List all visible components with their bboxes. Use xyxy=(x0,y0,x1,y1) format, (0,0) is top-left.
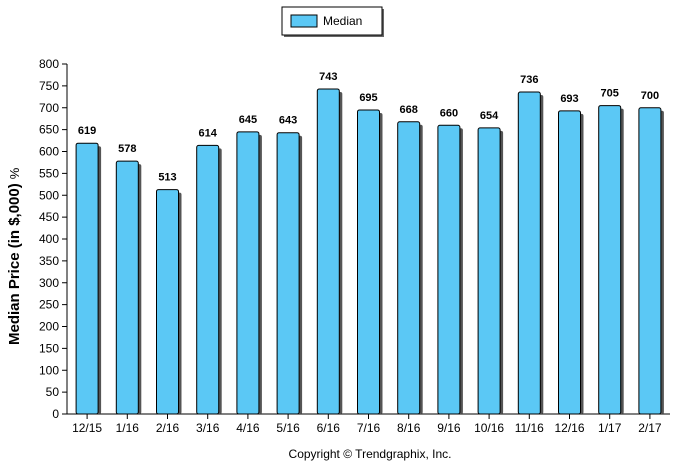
bar-value-label: 654 xyxy=(480,110,499,122)
y-tick-label: 500 xyxy=(39,188,59,202)
y-tick-label: 350 xyxy=(39,254,59,268)
y-tick-label: 450 xyxy=(39,210,59,224)
x-tick-label: 1/16 xyxy=(116,421,140,435)
x-tick-label: 10/16 xyxy=(474,421,504,435)
y-tick-label: 100 xyxy=(39,363,59,377)
x-tick-label: 7/16 xyxy=(357,421,381,435)
copyright-text: Copyright © Trendgraphix, Inc. xyxy=(289,447,452,461)
x-tick-label: 9/16 xyxy=(437,421,461,435)
x-tick-label: 2/16 xyxy=(156,421,180,435)
y-axis-unit: % xyxy=(7,167,22,179)
y-axis-title-text: Median Price (in $,000) xyxy=(6,183,23,345)
y-tick-label: 600 xyxy=(39,145,59,159)
legend-swatch xyxy=(290,14,318,28)
x-tick-label: 6/16 xyxy=(317,421,341,435)
y-tick-label: 400 xyxy=(39,232,59,246)
y-tick-label: 200 xyxy=(39,320,59,334)
y-tick-label: 800 xyxy=(39,57,59,71)
bar-value-label: 693 xyxy=(560,93,578,105)
bar xyxy=(397,121,421,415)
bar-value-label: 695 xyxy=(359,92,377,104)
bar-value-label: 736 xyxy=(520,74,538,86)
y-tick-label: 250 xyxy=(39,298,59,312)
bar xyxy=(598,105,622,415)
x-tick-label: 2/17 xyxy=(638,421,662,435)
x-tick-label: 8/16 xyxy=(397,421,421,435)
bar-value-label: 660 xyxy=(440,107,458,119)
bar-value-label: 700 xyxy=(641,90,659,102)
y-axis: 0 50 100 150 200 250 300 350 400 450 500 550 600 650 7… xyxy=(39,57,68,421)
bar-value-label: 578 xyxy=(118,143,136,155)
bar xyxy=(236,131,260,415)
y-tick-label: 700 xyxy=(39,101,59,115)
y-tick-label: 750 xyxy=(39,79,59,93)
y-axis-title: Median Price (in $,000)% xyxy=(6,167,23,345)
bar xyxy=(156,189,179,415)
x-tick-label: 12/16 xyxy=(554,421,584,435)
bar xyxy=(357,109,380,415)
x-tick-label: 1/17 xyxy=(598,421,622,435)
bar xyxy=(196,144,220,415)
bar xyxy=(316,88,340,415)
bar-value-label: 668 xyxy=(400,104,418,116)
bar-value-label: 619 xyxy=(78,125,96,137)
bar xyxy=(638,107,662,415)
y-tick-label: 300 xyxy=(39,276,59,290)
bar xyxy=(75,142,99,415)
y-tick-label: 550 xyxy=(39,166,59,180)
y-tick-label: 50 xyxy=(46,385,60,399)
x-tick-label: 3/16 xyxy=(196,421,220,435)
bar-value-label: 743 xyxy=(319,71,337,83)
bar-value-label: 645 xyxy=(239,114,257,126)
x-tick-label: 11/16 xyxy=(515,421,544,435)
x-tick-label: 4/16 xyxy=(236,421,260,435)
bar-value-label: 643 xyxy=(279,115,297,127)
bar-value-label: 513 xyxy=(158,172,176,184)
data-labels: 619 578 513 614 645 643 743 695 668 660 654 736 693 7… xyxy=(78,71,659,184)
x-tick-label: 5/16 xyxy=(276,421,300,435)
y-tick-label: 150 xyxy=(39,341,59,355)
bar-value-label: 614 xyxy=(199,127,218,139)
x-tick-label: 12/15 xyxy=(72,421,102,435)
y-tick-label: 650 xyxy=(39,123,59,137)
chart-legend: Median xyxy=(281,6,384,37)
x-axis: 12/15 1/16 2/16 3/16 4/16 5/16 6/16 7/16 8/16 9/1… xyxy=(67,413,670,435)
bar-series xyxy=(75,88,664,415)
bar-value-label: 705 xyxy=(601,88,619,100)
bar xyxy=(276,132,300,415)
y-tick-label: 0 xyxy=(52,407,59,421)
bar xyxy=(115,160,139,415)
legend-label: Median xyxy=(323,14,362,28)
bar xyxy=(558,110,581,415)
bar xyxy=(437,124,461,415)
bar xyxy=(517,91,541,415)
bar xyxy=(477,127,501,415)
